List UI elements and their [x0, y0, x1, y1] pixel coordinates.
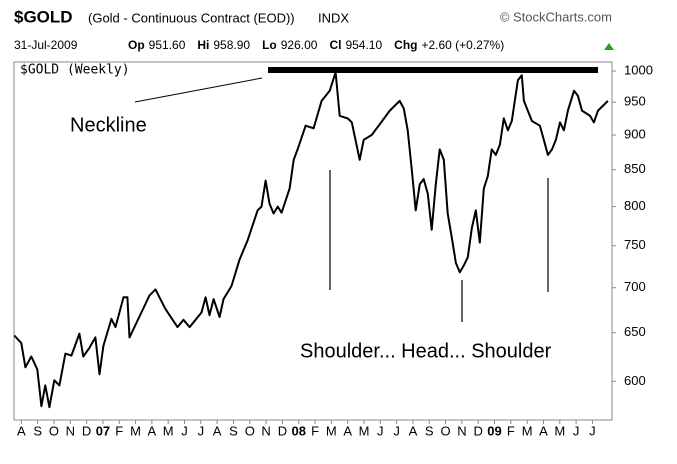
x-tick-label: J [589, 423, 596, 438]
y-tick-label: 850 [624, 161, 646, 176]
x-tick-label: N [66, 423, 75, 438]
quote-label: Chg [394, 38, 417, 52]
quote-value: 958.90 [213, 38, 250, 52]
legend-entry: $GOLD (Weekly) [20, 63, 130, 78]
quote-label: Hi [197, 38, 209, 52]
x-tick-label: J [573, 423, 580, 438]
price-line [13, 71, 609, 409]
source: © StockCharts.com [500, 9, 612, 24]
x-tick-label: S [229, 423, 238, 438]
y-tick-label: 1000 [624, 62, 653, 77]
quote-value: 951.60 [149, 38, 186, 52]
x-tick-label: M [326, 423, 337, 438]
x-tick-label: S [425, 423, 434, 438]
y-tick-label: 800 [624, 198, 646, 213]
y-tick-label: 700 [624, 279, 646, 294]
quote-value: 954.10 [345, 38, 382, 52]
x-tick-label: O [49, 423, 59, 438]
x-tick-label: N [457, 423, 466, 438]
chart-title: $GOLD [14, 7, 73, 26]
x-tick-label: F [311, 423, 319, 438]
x-tick-label: J [377, 423, 384, 438]
x-tick-label: 09 [487, 423, 501, 438]
x-tick-label: D [278, 423, 287, 438]
x-tick-label: A [539, 423, 548, 438]
quote-label: Cl [329, 38, 341, 52]
x-tick-label: M [359, 423, 370, 438]
y-tick-label: 950 [624, 94, 646, 109]
x-tick-label: N [261, 423, 270, 438]
x-tick-label: F [507, 423, 515, 438]
x-tick-label: O [441, 423, 451, 438]
quote-label: Op [128, 38, 145, 52]
x-tick-label: A [148, 423, 157, 438]
exchange: INDX [318, 10, 349, 25]
x-tick-label: A [17, 423, 26, 438]
annotation: Shoulder... Head... Shoulder [300, 340, 552, 362]
x-tick-label: A [213, 423, 222, 438]
x-tick-label: J [393, 423, 400, 438]
x-tick-label: J [198, 423, 205, 438]
date: 31-Jul-2009 [14, 38, 78, 52]
plot-frame [13, 61, 613, 421]
up-arrow [604, 43, 614, 50]
y-tick-label: 900 [624, 126, 646, 141]
x-tick-label: D [82, 423, 91, 438]
subtitle: (Gold - Continuous Contract (EOD)) [88, 10, 295, 25]
x-tick-label: S [33, 423, 42, 438]
quote-label: Lo [262, 38, 277, 52]
y-tick-label: 750 [624, 237, 646, 252]
quote: Op 951.60 Hi 958.90 Lo 926.00 Cl 954.10 Chg +2.60… [128, 38, 504, 52]
x-tick-label: O [245, 423, 255, 438]
x-tick-label: M [130, 423, 141, 438]
x-tick-label: 08 [291, 423, 305, 438]
y-tick-label: 600 [624, 373, 646, 388]
quote-value: +2.60 (+0.27%) [421, 38, 504, 52]
x-tick-label: A [409, 423, 418, 438]
x-tick-label: F [115, 423, 123, 438]
x-tick-label: M [163, 423, 174, 438]
x-tick-label: M [554, 423, 565, 438]
y-tick-label: 650 [624, 324, 646, 339]
x-tick-label: J [181, 423, 188, 438]
annotation: Neckline [70, 114, 147, 136]
x-tick-label: M [522, 423, 533, 438]
neckline-pointer [134, 77, 263, 103]
x-tick-label: 07 [96, 423, 110, 438]
quote-value: 926.00 [281, 38, 318, 52]
x-tick-label: D [474, 423, 483, 438]
x-tick-label: A [343, 423, 352, 438]
